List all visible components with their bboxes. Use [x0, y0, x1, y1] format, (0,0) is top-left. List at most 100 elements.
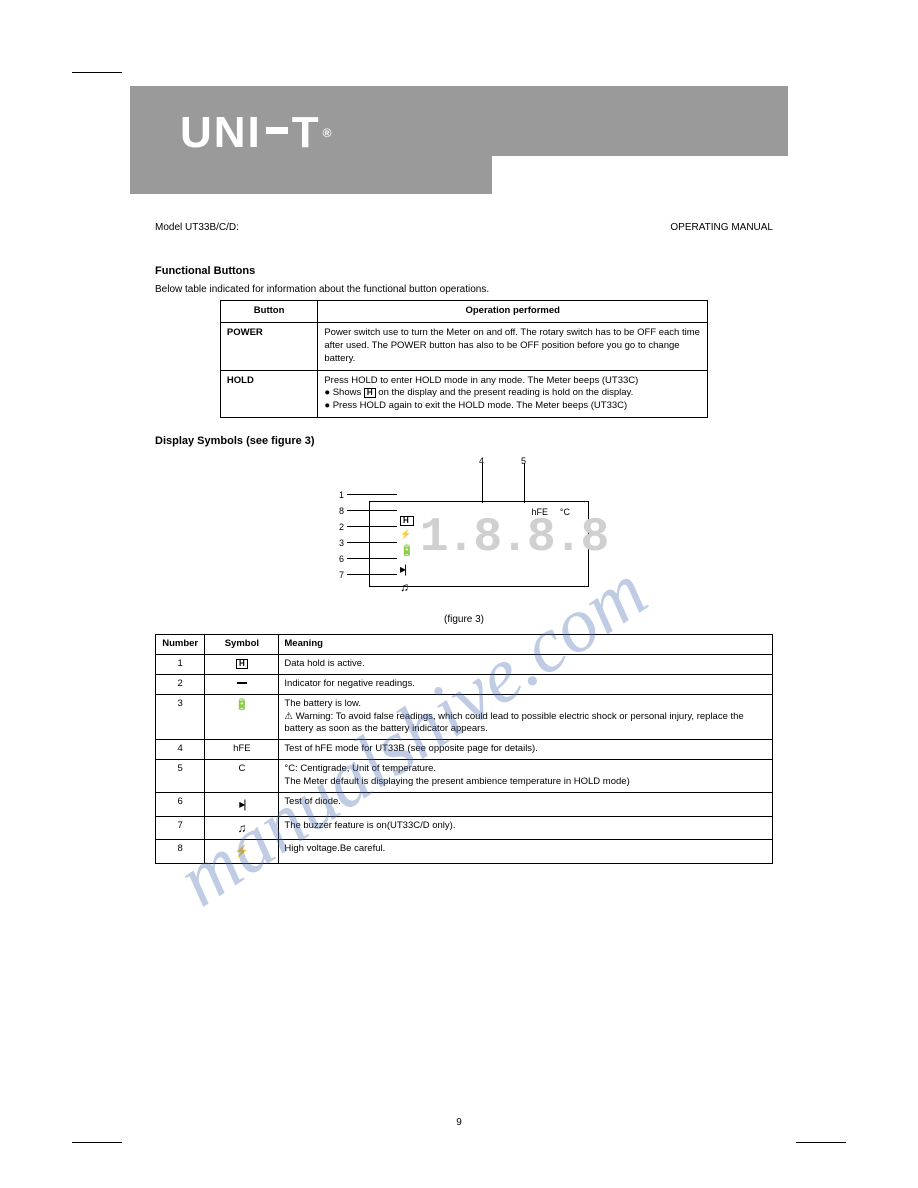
sym-icon-cell: 🔋 — [205, 694, 279, 739]
sym-icon-cell: hFE — [205, 740, 279, 760]
figure-caption: (figure 3) — [155, 613, 773, 627]
leader-line — [524, 463, 525, 503]
section-subtitle: Below table indicated for information ab… — [155, 283, 773, 297]
sym-number: 5 — [156, 760, 205, 793]
sym-meaning: High voltage.Be careful. — [279, 840, 773, 864]
table-row: HOLD Press HOLD to enter HOLD mode in an… — [220, 370, 707, 417]
buttons-table: Button Operation performed POWER Power s… — [220, 300, 708, 418]
page-number: 9 — [0, 1117, 918, 1128]
hold-line2b: on the display and the present reading i… — [376, 387, 634, 398]
button-name-cell: HOLD — [220, 370, 317, 417]
callout-7: 7 — [339, 569, 344, 581]
battery-warning: Warning: To avoid false readings, which … — [284, 711, 743, 735]
manual-label: OPERATING MANUAL — [670, 222, 773, 233]
table-row: POWER Power switch use to turn the Meter… — [220, 323, 707, 370]
col-header-button: Button — [220, 301, 317, 323]
battery-icon: 🔋 — [400, 544, 414, 559]
sym-number: 8 — [156, 840, 205, 864]
sym-meaning: Data hold is active. — [279, 655, 773, 675]
table-row: 4 hFE Test of hFE mode for UT33B (see op… — [156, 740, 773, 760]
lcd-digits: 1.8.8.8 — [420, 514, 608, 578]
crop-mark — [72, 1142, 122, 1143]
battery-line1: The battery is low. — [284, 698, 361, 709]
registered-icon: ® — [323, 126, 334, 140]
sym-icon-cell: ▸| — [205, 792, 279, 816]
c-line1: °C: Centigrade, Unit of temperature. — [284, 763, 436, 774]
table-header-row: Button Operation performed — [220, 301, 707, 323]
leader-line — [347, 494, 397, 495]
col-header-symbol: Symbol — [205, 635, 279, 655]
leader-line — [482, 463, 483, 503]
hold-icon: H — [364, 388, 376, 398]
content-area: Functional Buttons Below table indicated… — [155, 258, 773, 864]
callout-2: 2 — [339, 521, 344, 533]
sym-icon-cell — [205, 675, 279, 695]
model-label: Model UT33B/C/D: — [155, 222, 239, 233]
sym-icon-cell: H — [205, 655, 279, 675]
warning-icon: ⚠ — [284, 711, 293, 724]
header: UNI T® — [130, 86, 788, 194]
section-title-display: Display Symbols (see figure 3) — [155, 434, 773, 449]
sym-icon-cell: ♫ — [205, 816, 279, 840]
sym-meaning: °C: Centigrade, Unit of temperature. The… — [279, 760, 773, 793]
sym-number: 1 — [156, 655, 205, 675]
section-title-buttons: Functional Buttons — [155, 264, 773, 279]
manual-page: manualshive.com UNIT® Model UT33B/C/D: O… — [0, 0, 918, 1188]
brand-logo: UNI T® — [180, 108, 334, 158]
callout-6: 6 — [339, 553, 344, 565]
lcd-icon-column: H ⚡ 🔋 ▸| ♫ — [400, 514, 414, 578]
buzzer-icon: ♫ — [400, 579, 414, 595]
c-line2: The Meter default is displaying the pres… — [284, 776, 629, 787]
sym-icon-cell: ⚡ — [205, 840, 279, 864]
buzzer-icon: ♫ — [237, 821, 246, 835]
sym-icon-cell: C — [205, 760, 279, 793]
hold-icon: H — [236, 659, 248, 669]
sym-number: 3 — [156, 694, 205, 739]
sym-meaning: The buzzer feature is on(UT33C/D only). — [279, 816, 773, 840]
logo-dash-icon — [266, 127, 288, 134]
table-row: 5 C °C: Centigrade, Unit of temperature.… — [156, 760, 773, 793]
sym-number: 6 — [156, 792, 205, 816]
table-header-row: Number Symbol Meaning — [156, 635, 773, 655]
col-header-meaning: Meaning — [279, 635, 773, 655]
callout-3: 3 — [339, 537, 344, 549]
button-desc-cell: Press HOLD to enter HOLD mode in any mod… — [318, 370, 708, 417]
table-row: 6 ▸| Test of diode. — [156, 792, 773, 816]
diode-icon: ▸| — [400, 561, 414, 577]
lcd-inner: H ⚡ 🔋 ▸| ♫ 1.8.8.8 — [400, 514, 580, 578]
hold-icon: H — [400, 516, 414, 526]
header-step — [130, 156, 492, 194]
battery-icon: 🔋 — [235, 699, 249, 711]
lcd-frame: hFE °C H ⚡ 🔋 ▸| ♫ 1.8.8.8 — [369, 501, 589, 587]
lcd-diagram: 4 5 1 8 2 3 6 7 hFE °C H — [329, 487, 599, 607]
model-row: Model UT33B/C/D: OPERATING MANUAL — [155, 222, 773, 233]
table-row: 3 🔋 The battery is low. ⚠ Warning: To av… — [156, 694, 773, 739]
sym-number: 2 — [156, 675, 205, 695]
table-row: 1 H Data hold is active. — [156, 655, 773, 675]
sym-meaning: Test of diode. — [279, 792, 773, 816]
bolt-icon: ⚡ — [234, 844, 249, 858]
symbols-table: Number Symbol Meaning 1 H Data hold is a… — [155, 634, 773, 864]
crop-mark — [72, 72, 122, 73]
callout-8: 8 — [339, 505, 344, 517]
hold-line3: Press HOLD again to exit the HOLD mode. … — [333, 400, 627, 411]
col-header-number: Number — [156, 635, 205, 655]
minus-icon — [237, 682, 247, 684]
sym-number: 7 — [156, 816, 205, 840]
logo-text-t: T — [292, 108, 321, 158]
button-name-cell: POWER — [220, 323, 317, 370]
table-row: 7 ♫ The buzzer feature is on(UT33C/D onl… — [156, 816, 773, 840]
sym-meaning: The battery is low. ⚠ Warning: To avoid … — [279, 694, 773, 739]
crop-mark — [796, 1142, 846, 1143]
sym-meaning: Indicator for negative readings. — [279, 675, 773, 695]
hold-line1: Press HOLD to enter HOLD mode in any mod… — [324, 375, 638, 386]
sym-number: 4 — [156, 740, 205, 760]
callout-1: 1 — [339, 489, 344, 501]
button-desc-cell: Power switch use to turn the Meter on an… — [318, 323, 708, 370]
bolt-icon: ⚡ — [400, 528, 414, 540]
logo-text: UNI — [180, 108, 262, 158]
table-row: 2 Indicator for negative readings. — [156, 675, 773, 695]
diode-icon: ▸| — [239, 797, 244, 811]
hold-line2a: Shows — [333, 387, 364, 398]
table-row: 8 ⚡ High voltage.Be careful. — [156, 840, 773, 864]
